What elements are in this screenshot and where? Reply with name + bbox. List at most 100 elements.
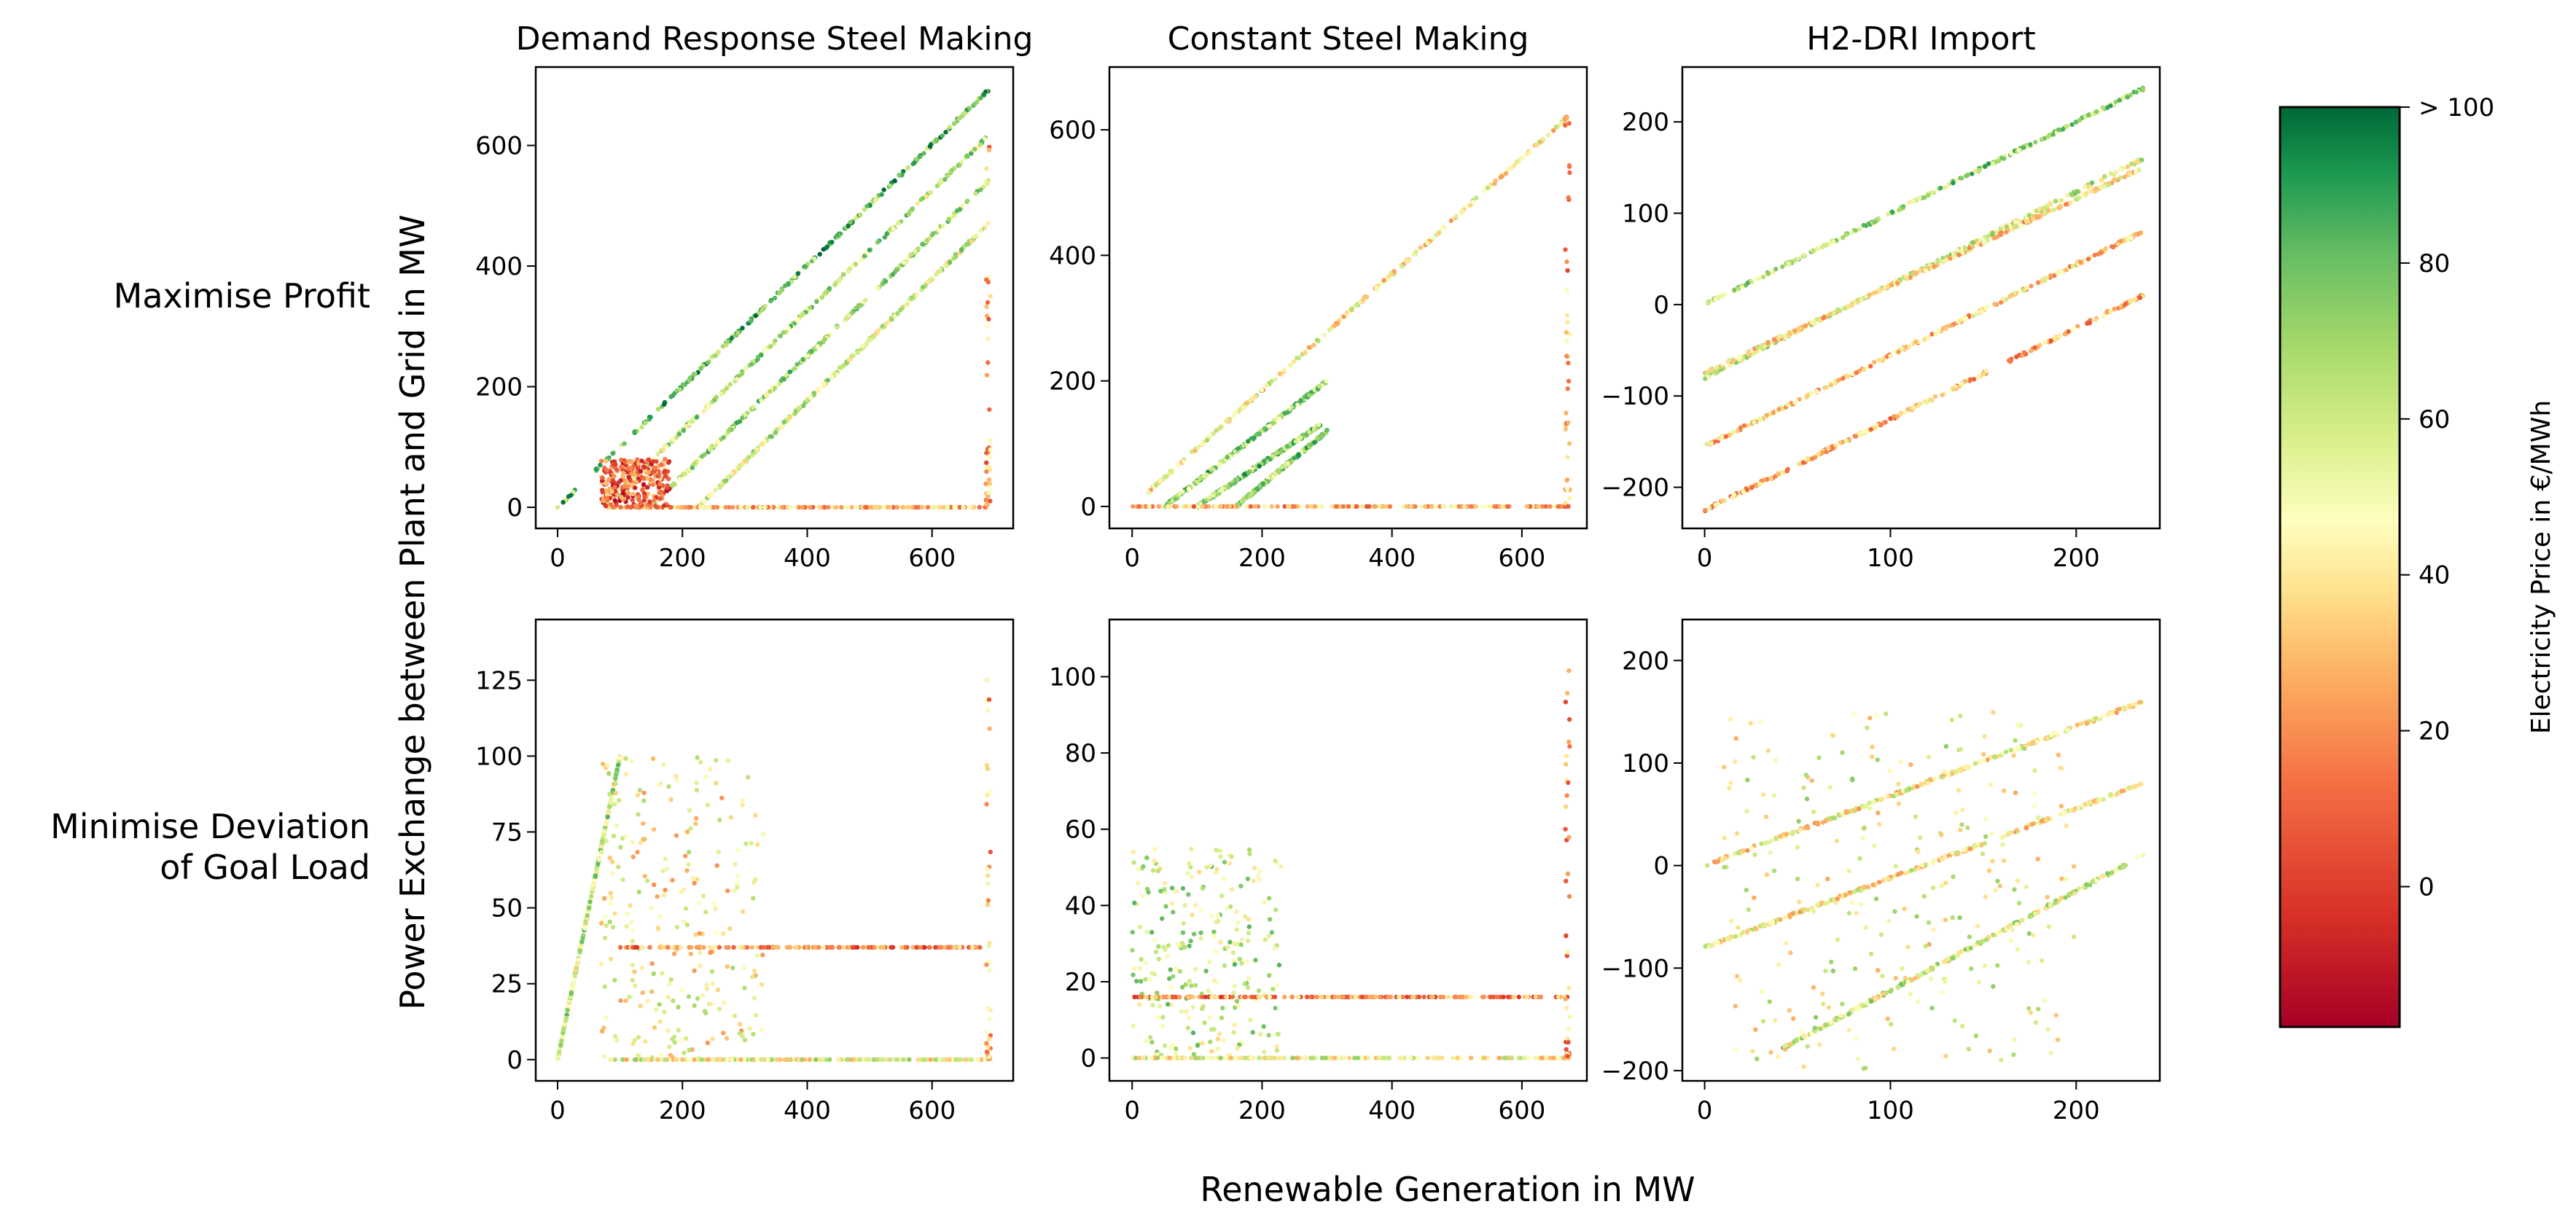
scatter-point <box>1704 371 1709 376</box>
scatter-point <box>1264 383 1269 388</box>
scatter-point <box>1492 504 1497 509</box>
scatter-point <box>2066 329 2071 335</box>
scatter-point <box>630 840 635 845</box>
scatter-point <box>914 945 919 950</box>
scatter-point <box>713 906 718 912</box>
scatter-point <box>2125 95 2130 100</box>
scatter-point <box>751 504 756 510</box>
scatter-point <box>1201 474 1206 479</box>
scatter-point <box>2136 168 2142 173</box>
scatter-point <box>759 982 765 988</box>
scatter-point <box>2000 297 2006 302</box>
scatter-point <box>986 490 991 496</box>
scatter-point <box>2075 324 2080 329</box>
scatter-point <box>2102 173 2107 179</box>
scatter-point <box>683 504 688 510</box>
y-tick-label: 400 <box>475 252 523 281</box>
scatter-point <box>1752 420 1757 425</box>
scatter-point <box>801 403 806 408</box>
scatter-point <box>645 485 650 490</box>
scatter-point <box>703 910 709 915</box>
scatter-point <box>821 339 826 344</box>
scatter-point <box>1986 233 1991 238</box>
scatter-point <box>1400 264 1405 269</box>
scatter-point <box>969 151 974 156</box>
scatter-point <box>752 878 758 883</box>
scatter-point <box>1964 316 1969 321</box>
scatter-point <box>660 448 666 453</box>
scatter-point <box>1469 504 1474 509</box>
scatter-point <box>1811 319 1816 325</box>
scatter-point <box>665 866 670 872</box>
scatter-point <box>1749 279 1755 285</box>
scatter-point <box>959 247 964 252</box>
scatter-point <box>795 318 800 323</box>
scatter-point <box>1165 504 1171 509</box>
scatter-point <box>604 923 609 929</box>
scatter-point <box>1970 244 1975 249</box>
scatter-point <box>2024 219 2029 224</box>
scatter-point <box>2129 161 2134 167</box>
scatter-point <box>1338 504 1343 509</box>
scatter-point <box>657 1001 662 1007</box>
scatter-point <box>947 260 953 265</box>
scatter-point <box>1956 252 1962 257</box>
scatter-point <box>741 965 746 971</box>
scatter-point <box>956 945 962 950</box>
scatter-point <box>1843 439 1849 444</box>
scatter-point <box>620 491 626 496</box>
scatter-point <box>931 231 936 236</box>
scatter-point <box>628 903 633 908</box>
scatter-point <box>821 945 827 950</box>
scatter-point <box>2107 309 2113 315</box>
scatter-point <box>739 371 745 376</box>
scatter-point <box>925 279 931 284</box>
scatter-point <box>694 816 699 821</box>
scatter-point <box>974 945 980 950</box>
scatter-point <box>650 458 656 464</box>
scatter-series-2 <box>649 178 991 509</box>
scatter-series-3 <box>695 221 991 509</box>
scatter-point <box>1868 364 1873 369</box>
scatter-point <box>1947 256 1953 261</box>
scatter-point <box>651 826 657 832</box>
scatter-point <box>1295 402 1300 407</box>
scatter-point <box>677 387 682 392</box>
scatter-point <box>2017 219 2023 224</box>
scatter-point <box>927 945 932 950</box>
scatter-point <box>725 964 730 969</box>
scatter-point <box>1189 449 1195 454</box>
scatter-point <box>905 302 910 307</box>
scatter-point <box>1201 499 1206 504</box>
scatter-point <box>1854 370 1859 375</box>
scatter-point <box>1150 504 1155 509</box>
scatter-point <box>1225 455 1230 460</box>
scatter-point <box>1229 482 1234 487</box>
scatter-point <box>1322 332 1327 338</box>
scatter-point <box>2115 241 2121 247</box>
scatter-point <box>1204 437 1210 443</box>
axes-frame <box>534 66 1015 530</box>
scatter-point <box>1404 504 1409 509</box>
scatter-point <box>697 931 702 936</box>
scatter-point <box>727 504 732 510</box>
scatter-point <box>733 861 738 867</box>
scatter-point <box>1292 504 1297 509</box>
scatter-point <box>623 772 629 777</box>
scatter-point <box>880 281 886 286</box>
scatter-point <box>834 324 840 330</box>
scatter-point <box>2138 230 2143 235</box>
scatter-point <box>862 254 867 259</box>
scatter-point <box>652 498 657 503</box>
scatter-point <box>951 121 957 126</box>
scatter-point <box>1776 407 1781 412</box>
scatter-point <box>674 434 679 440</box>
scatter-point <box>600 761 606 767</box>
scatter-point <box>2111 244 2116 250</box>
scatter-point <box>2029 284 2034 289</box>
scatter-point <box>1543 504 1548 509</box>
scatter-point <box>1387 504 1393 509</box>
scatter-point <box>603 503 609 509</box>
scatter-point <box>1944 257 1949 263</box>
scatter-point <box>1312 504 1318 509</box>
